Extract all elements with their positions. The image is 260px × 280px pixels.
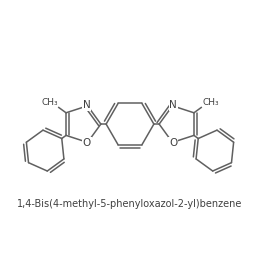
Text: N: N — [169, 100, 177, 110]
Text: O: O — [169, 138, 177, 148]
Text: CH₃: CH₃ — [202, 98, 219, 107]
Text: O: O — [83, 138, 91, 148]
Text: 1,4-Bis(4-methyl-5-phenyloxazol-2-yl)benzene: 1,4-Bis(4-methyl-5-phenyloxazol-2-yl)ben… — [17, 199, 243, 209]
Text: N: N — [83, 100, 91, 110]
Text: CH₃: CH₃ — [41, 98, 58, 107]
